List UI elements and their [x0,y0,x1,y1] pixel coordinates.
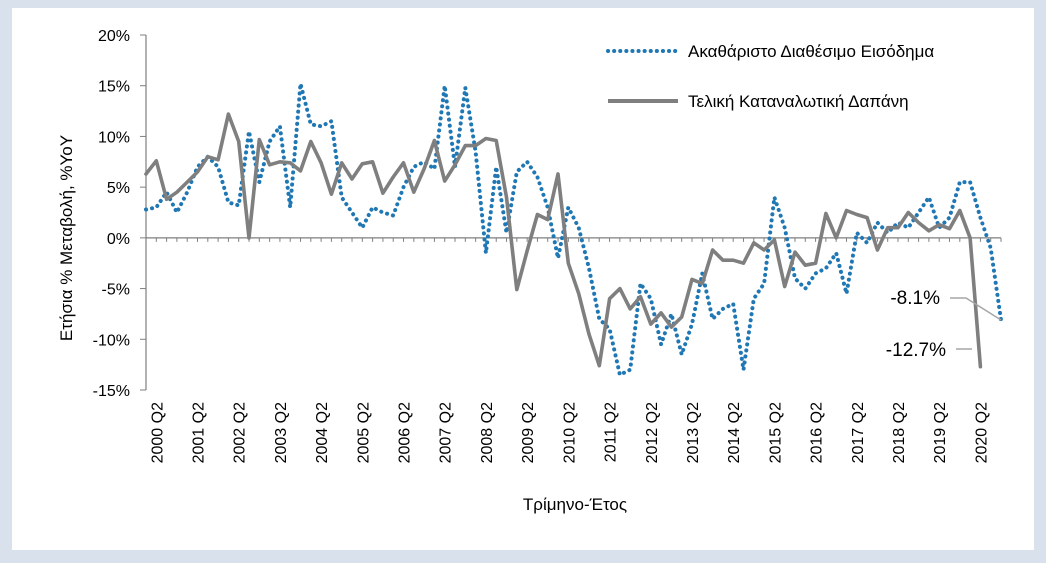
series-line-disposable-income [144,81,1003,377]
x-tick-label: 2014 Q2 [726,402,743,463]
x-tick-label: 2016 Q2 [809,402,826,463]
x-tick-label: 2002 Q2 [232,402,249,463]
x-tick-label: 2005 Q2 [355,402,372,463]
x-tick-label: 2018 Q2 [891,402,908,463]
x-tick-label: 2003 Q2 [273,402,290,463]
y-tick-label: 10% [98,129,130,146]
x-tick-label: 2013 Q2 [685,402,702,463]
annotation-layer: -8.1% -12.7% [886,288,1002,361]
y-axis-title: Ετήσια % Μεταβολή, %YoY [57,135,76,341]
annotation-label: -8.1% [890,288,940,309]
x-tick-label: 2011 Q2 [603,402,620,462]
y-tick-label: 20% [98,28,130,45]
points-consumption [145,114,981,368]
x-tick-label: 2010 Q2 [561,402,578,463]
x-tick-label: 2009 Q2 [520,402,537,463]
legend-label-disposable-income: Ακαθάριστο Διαθέσιμο Εισόδημα [688,42,934,61]
legend-label-consumption: Τελική Καταναλωτική Δαπάνη [688,92,909,111]
points-disposable-income [145,83,1001,375]
annotation-leader-line [950,297,1002,321]
x-tick-label: 2006 Q2 [397,402,414,463]
x-tick-label: 2020 Q2 [973,402,990,463]
y-tick-label: 15% [98,79,130,96]
annotation-label: -12.7% [886,340,946,361]
x-tick-label: 2008 Q2 [479,402,496,463]
x-axis: 2000 Q2 2001 Q2 2002 Q2 2003 Q2 2004 Q2 2005 … [145,237,1002,463]
series-layer [144,81,1003,377]
x-tick-label: 2015 Q2 [767,402,784,463]
x-tick-label: 2007 Q2 [438,402,455,463]
x-axis-title: Τρίμηνο-Έτος [523,495,627,514]
x-tick-label: 2000 Q2 [149,402,166,463]
chart-panel [12,8,1034,550]
y-tick-label: -10% [93,332,130,349]
x-tick-label: 2004 Q2 [314,402,331,463]
y-tick-label: -5% [102,282,130,299]
x-tick-label: 2019 Q2 [932,402,949,463]
y-tick-label: 5% [107,180,130,197]
y-tick-label: 0% [107,231,130,248]
series-line-consumption [144,112,983,369]
y-axis: 20% 15% 10% 5% 0% -5% -10% -15% [93,28,147,400]
x-tick-label: 2017 Q2 [850,402,867,463]
x-tick-label: 2001 Q2 [191,402,208,463]
legend: Ακαθάριστο Διαθέσιμο Εισόδημα Τελική Κατ… [606,42,934,111]
y-tick-label: -15% [93,383,130,400]
x-tick-label: 2012 Q2 [644,402,661,463]
